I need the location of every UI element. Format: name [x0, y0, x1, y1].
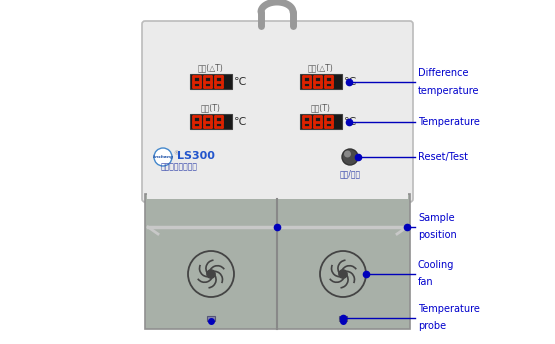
Text: ℃: ℃	[234, 77, 246, 87]
Bar	[339, 316, 347, 321]
Circle shape	[154, 148, 172, 166]
Text: Cooling: Cooling	[418, 260, 455, 270]
Bar	[300, 114, 342, 129]
Circle shape	[207, 270, 215, 278]
Text: 温度(T): 温度(T)	[311, 103, 331, 112]
Text: Sample: Sample	[418, 213, 455, 223]
Text: 温度(T): 温度(T)	[201, 103, 221, 112]
Text: 隔热膜温度测试仪: 隔热膜温度测试仪	[161, 162, 198, 172]
Text: probe: probe	[418, 321, 446, 331]
Bar	[300, 74, 342, 89]
Text: ℃: ℃	[344, 77, 356, 87]
Text: 温差(△T): 温差(△T)	[198, 63, 224, 72]
Text: ®: ®	[173, 151, 179, 157]
Text: ℃: ℃	[234, 117, 246, 127]
Text: 复位/测试: 复位/测试	[340, 169, 361, 178]
Text: Reset/Test: Reset/Test	[418, 152, 468, 162]
Text: Difference: Difference	[418, 68, 468, 78]
Text: Temperature: Temperature	[418, 117, 480, 127]
Bar	[190, 74, 232, 89]
Text: fan: fan	[418, 277, 433, 287]
Bar	[190, 114, 232, 129]
Circle shape	[339, 270, 347, 278]
Text: ℃: ℃	[344, 117, 356, 127]
Text: linshang: linshang	[153, 155, 174, 159]
Text: position: position	[418, 230, 457, 240]
FancyBboxPatch shape	[142, 21, 413, 202]
Bar	[145, 194, 410, 329]
Text: LS300: LS300	[177, 151, 215, 161]
Text: temperature: temperature	[418, 86, 480, 96]
Bar	[147, 191, 408, 199]
Circle shape	[342, 149, 358, 165]
Circle shape	[344, 151, 351, 158]
Text: Temperature: Temperature	[418, 304, 480, 314]
Bar	[207, 316, 215, 321]
Text: 温差(△T): 温差(△T)	[308, 63, 334, 72]
